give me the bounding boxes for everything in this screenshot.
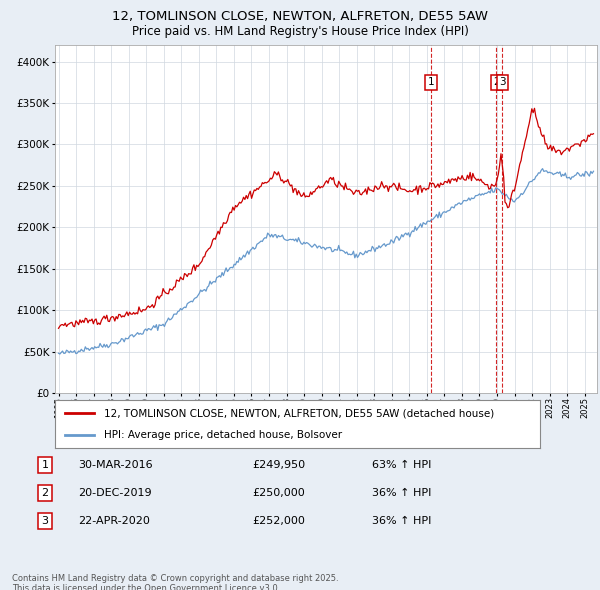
Text: 1: 1	[41, 460, 49, 470]
Text: HPI: Average price, detached house, Bolsover: HPI: Average price, detached house, Bols…	[104, 430, 341, 440]
Text: 12, TOMLINSON CLOSE, NEWTON, ALFRETON, DE55 5AW: 12, TOMLINSON CLOSE, NEWTON, ALFRETON, D…	[112, 10, 488, 23]
Text: Price paid vs. HM Land Registry's House Price Index (HPI): Price paid vs. HM Land Registry's House …	[131, 25, 469, 38]
Text: 36% ↑ HPI: 36% ↑ HPI	[372, 488, 431, 498]
Text: 3: 3	[499, 77, 506, 87]
Text: £249,950: £249,950	[252, 460, 305, 470]
Text: 22-APR-2020: 22-APR-2020	[78, 516, 150, 526]
Text: 36% ↑ HPI: 36% ↑ HPI	[372, 516, 431, 526]
Text: Contains HM Land Registry data © Crown copyright and database right 2025.
This d: Contains HM Land Registry data © Crown c…	[12, 574, 338, 590]
Text: 1: 1	[428, 77, 434, 87]
Text: 2: 2	[41, 488, 49, 498]
Text: 63% ↑ HPI: 63% ↑ HPI	[372, 460, 431, 470]
Text: £252,000: £252,000	[252, 516, 305, 526]
Text: 30-MAR-2016: 30-MAR-2016	[78, 460, 152, 470]
Text: 3: 3	[41, 516, 49, 526]
Text: 2: 2	[493, 77, 500, 87]
Text: 12, TOMLINSON CLOSE, NEWTON, ALFRETON, DE55 5AW (detached house): 12, TOMLINSON CLOSE, NEWTON, ALFRETON, D…	[104, 408, 494, 418]
Text: £250,000: £250,000	[252, 488, 305, 498]
Text: 20-DEC-2019: 20-DEC-2019	[78, 488, 152, 498]
